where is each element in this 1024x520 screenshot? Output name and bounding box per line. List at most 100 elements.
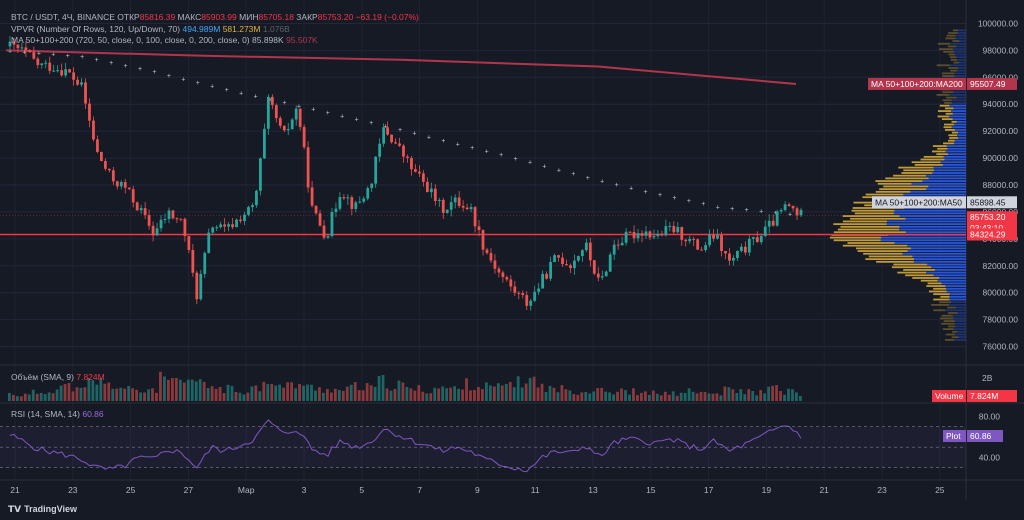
- candle-body: [461, 205, 465, 208]
- candle-body: [84, 82, 87, 104]
- vpvr-row-up: [944, 158, 966, 161]
- volume-bar: [103, 383, 107, 401]
- candle-body: [20, 47, 24, 49]
- volume-bar: [99, 377, 103, 401]
- ma50-point: +: [759, 209, 763, 216]
- vpvr-row-up: [958, 29, 966, 32]
- vpvr-row-up: [955, 37, 966, 40]
- volume-bar: [536, 387, 540, 401]
- close-value: 85753.20: [317, 12, 354, 22]
- vpvr-row-down: [903, 269, 935, 271]
- vpvr-row-up: [957, 67, 966, 69]
- candle-body: [716, 235, 719, 239]
- vpvr-row-down: [941, 314, 953, 317]
- candle-body: [278, 118, 282, 126]
- vpvr-row-down: [850, 217, 906, 220]
- svg-text:MA 50+100+200:MA50: MA 50+100+200:MA50: [875, 197, 962, 207]
- vpvr-row-down: [945, 37, 956, 40]
- volume-bar: [500, 385, 504, 401]
- vpvr-row-up: [952, 112, 966, 115]
- symbol-label[interactable]: BTC / USDT, 4Ч, BINANCE: [11, 12, 115, 22]
- time-tick-label: 23: [877, 485, 887, 495]
- candle-body: [624, 231, 628, 243]
- ma50-point: +: [282, 100, 286, 107]
- volume-bar: [707, 393, 711, 401]
- vpvr-row-down: [948, 325, 956, 328]
- vpvr-row-up: [951, 126, 966, 129]
- volume-bar: [198, 379, 202, 401]
- volume-bar: [381, 374, 385, 401]
- candle-body: [664, 226, 668, 236]
- volume-bar: [727, 387, 731, 401]
- volume-bar: [8, 392, 11, 401]
- vpvr-row-down: [931, 304, 949, 306]
- rsi-line: [9, 419, 802, 473]
- volume-value: 7.824M: [76, 372, 105, 382]
- volume-legend[interactable]: Объём (SMA, 9) 7.824M: [11, 372, 105, 383]
- svg-text:03:43:10: 03:43:10: [970, 223, 1003, 233]
- volume-bar: [413, 390, 417, 401]
- volume-bar: [401, 382, 405, 401]
- vpvr-row-down: [865, 258, 915, 261]
- volume-bar: [520, 387, 524, 401]
- volume-bar: [238, 392, 242, 401]
- vpvr-row-up: [948, 304, 966, 306]
- vpvr-row-up: [949, 64, 966, 67]
- ma50-point: +: [398, 127, 402, 134]
- candle-body: [549, 262, 552, 279]
- vpvr-legend[interactable]: VPVR (Number Of Rows, 120, Up/Down, 70) …: [11, 24, 290, 35]
- candle-body: [728, 253, 731, 261]
- vpvr-row-down: [942, 99, 952, 102]
- ma50-point: +: [66, 53, 70, 60]
- candle-body: [255, 190, 258, 206]
- ohlc-legend: BTC / USDT, 4Ч, BINANCE ОТКР85816.39 МАК…: [11, 12, 419, 23]
- candle-body: [247, 207, 250, 215]
- candle-body: [179, 218, 183, 220]
- volume-bar: [552, 387, 556, 401]
- vpvr-row-up: [945, 285, 966, 287]
- vpvr-row-up: [899, 228, 966, 231]
- volume-bar: [278, 384, 282, 401]
- volume-bar: [659, 395, 663, 401]
- volume-bar: [182, 382, 186, 401]
- candle-body: [235, 219, 238, 228]
- vpvr-row-up: [959, 61, 966, 64]
- candle-body: [743, 246, 747, 253]
- candle-body: [696, 239, 700, 250]
- candle-body: [736, 251, 739, 258]
- candle-body: [103, 161, 107, 169]
- volume-bar: [294, 388, 297, 401]
- volume-bar: [655, 393, 659, 401]
- ma50-point: +: [672, 195, 676, 202]
- volume-bar: [600, 388, 604, 401]
- rsi-legend[interactable]: RSI (14, SMA, 14) 60.86: [11, 409, 104, 420]
- volume-bar: [159, 371, 162, 401]
- ma200-line: [5, 49, 797, 85]
- candle-body: [636, 233, 640, 239]
- candle-body: [219, 224, 223, 228]
- time-tick-label: 19: [762, 485, 772, 495]
- ma-legend[interactable]: MA 50+100+200 (720, 50, close, 0, 100, c…: [11, 35, 318, 46]
- volume-bar: [651, 390, 655, 401]
- candle-body: [779, 210, 783, 212]
- volume-bar: [679, 392, 683, 401]
- candle-body: [437, 199, 441, 202]
- svg-text:7.824M: 7.824M: [970, 391, 998, 401]
- rsi-value: 60.86: [82, 409, 104, 419]
- vpvr-row-up: [903, 193, 966, 196]
- vpvr-row-down: [842, 215, 900, 217]
- volume-bar: [67, 382, 71, 401]
- volume-bar: [755, 395, 759, 401]
- tradingview-logo[interactable]: 𝗧𝗩 TradingView: [8, 504, 77, 515]
- volume-bar: [421, 391, 425, 401]
- candle-body: [747, 238, 751, 253]
- volume-tick-label: 2B: [982, 373, 993, 383]
- volume-bar: [512, 387, 516, 401]
- vpvr-row-down: [950, 69, 958, 72]
- ma50-point: +: [470, 145, 474, 152]
- time-tick-label: Мар: [238, 485, 255, 495]
- vpvr-row-up: [954, 72, 966, 75]
- candle-body: [362, 198, 366, 202]
- vpvr-row-up: [955, 34, 966, 37]
